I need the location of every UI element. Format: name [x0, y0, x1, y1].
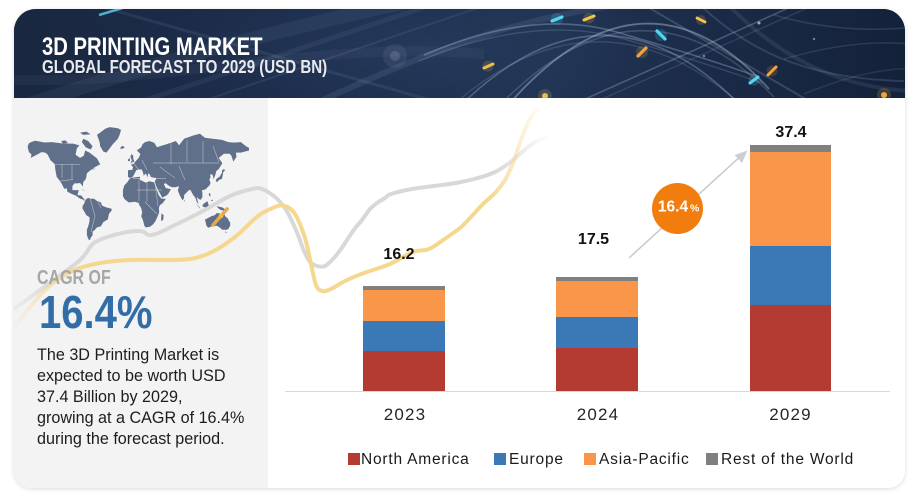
svg-text:16.4: 16.4 — [658, 199, 689, 216]
svg-text:%: % — [690, 203, 700, 215]
